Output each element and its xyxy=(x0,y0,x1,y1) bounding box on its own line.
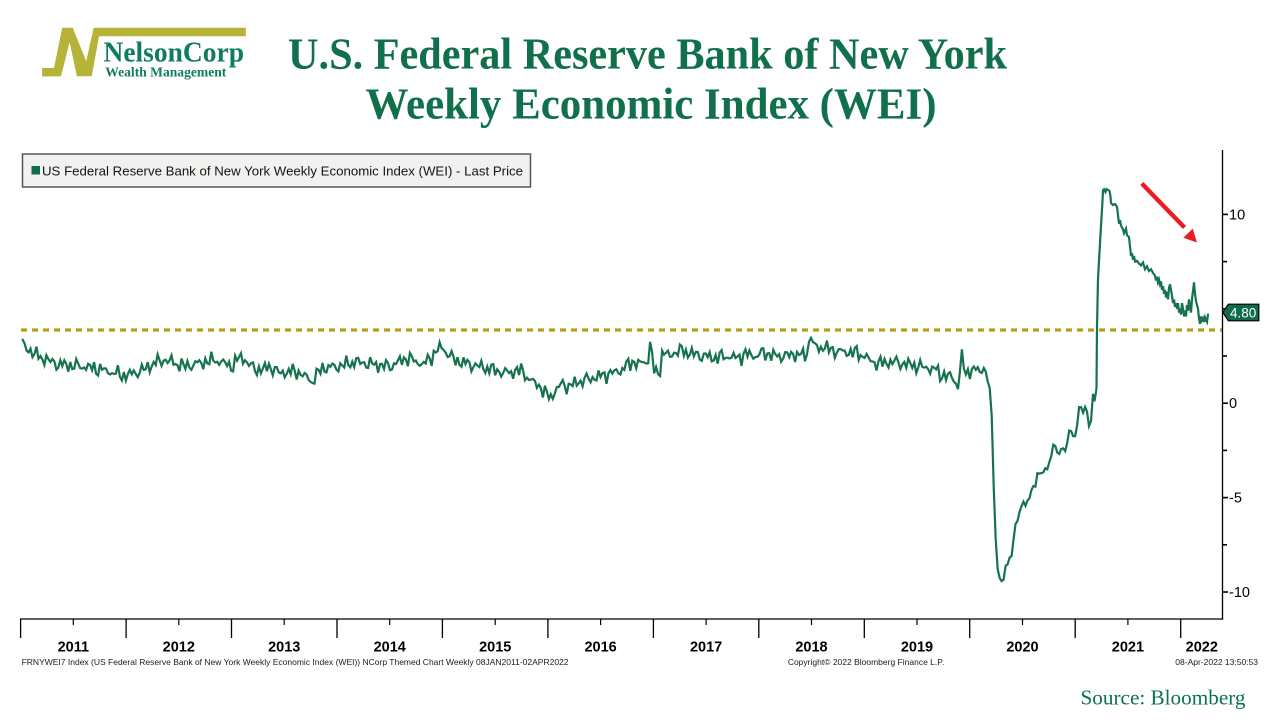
svg-text:2018: 2018 xyxy=(795,640,827,656)
svg-text:2022: 2022 xyxy=(1186,640,1218,656)
svg-text:2013: 2013 xyxy=(268,640,300,656)
svg-text:2016: 2016 xyxy=(584,640,616,656)
svg-text:U.S. Federal Reserve Bank of N: U.S. Federal Reserve Bank of New York xyxy=(288,30,1007,79)
svg-text:2014: 2014 xyxy=(374,640,406,656)
svg-text:NelsonCorp: NelsonCorp xyxy=(104,37,245,68)
svg-text:FRNYWEI7 Index (US Federal Res: FRNYWEI7 Index (US Federal Reserve Bank … xyxy=(22,657,569,667)
svg-text:2017: 2017 xyxy=(690,640,722,656)
svg-text:Wealth Management: Wealth Management xyxy=(105,65,226,80)
svg-text:10: 10 xyxy=(1229,207,1245,223)
svg-text:2020: 2020 xyxy=(1006,640,1038,656)
svg-text:2019: 2019 xyxy=(901,640,933,656)
svg-text:US Federal Reserve Bank of New: US Federal Reserve Bank of New York Week… xyxy=(42,164,523,179)
svg-text:-5: -5 xyxy=(1229,491,1242,507)
svg-text:2011: 2011 xyxy=(58,640,89,656)
svg-text:2015: 2015 xyxy=(479,640,511,656)
svg-text:Copyright© 2022 Bloomberg Fina: Copyright© 2022 Bloomberg Finance L.P. xyxy=(788,657,944,667)
svg-text:-10: -10 xyxy=(1229,585,1250,601)
svg-text:Weekly Economic Index (WEI): Weekly Economic Index (WEI) xyxy=(366,80,937,129)
svg-text:0: 0 xyxy=(1229,396,1237,412)
svg-text:08-Apr-2022 13:50:53: 08-Apr-2022 13:50:53 xyxy=(1175,657,1258,667)
svg-text:Source: Bloomberg: Source: Bloomberg xyxy=(1081,686,1246,710)
svg-text:2012: 2012 xyxy=(163,640,195,656)
svg-text:2021: 2021 xyxy=(1112,640,1144,656)
svg-text:4.80: 4.80 xyxy=(1230,305,1256,320)
